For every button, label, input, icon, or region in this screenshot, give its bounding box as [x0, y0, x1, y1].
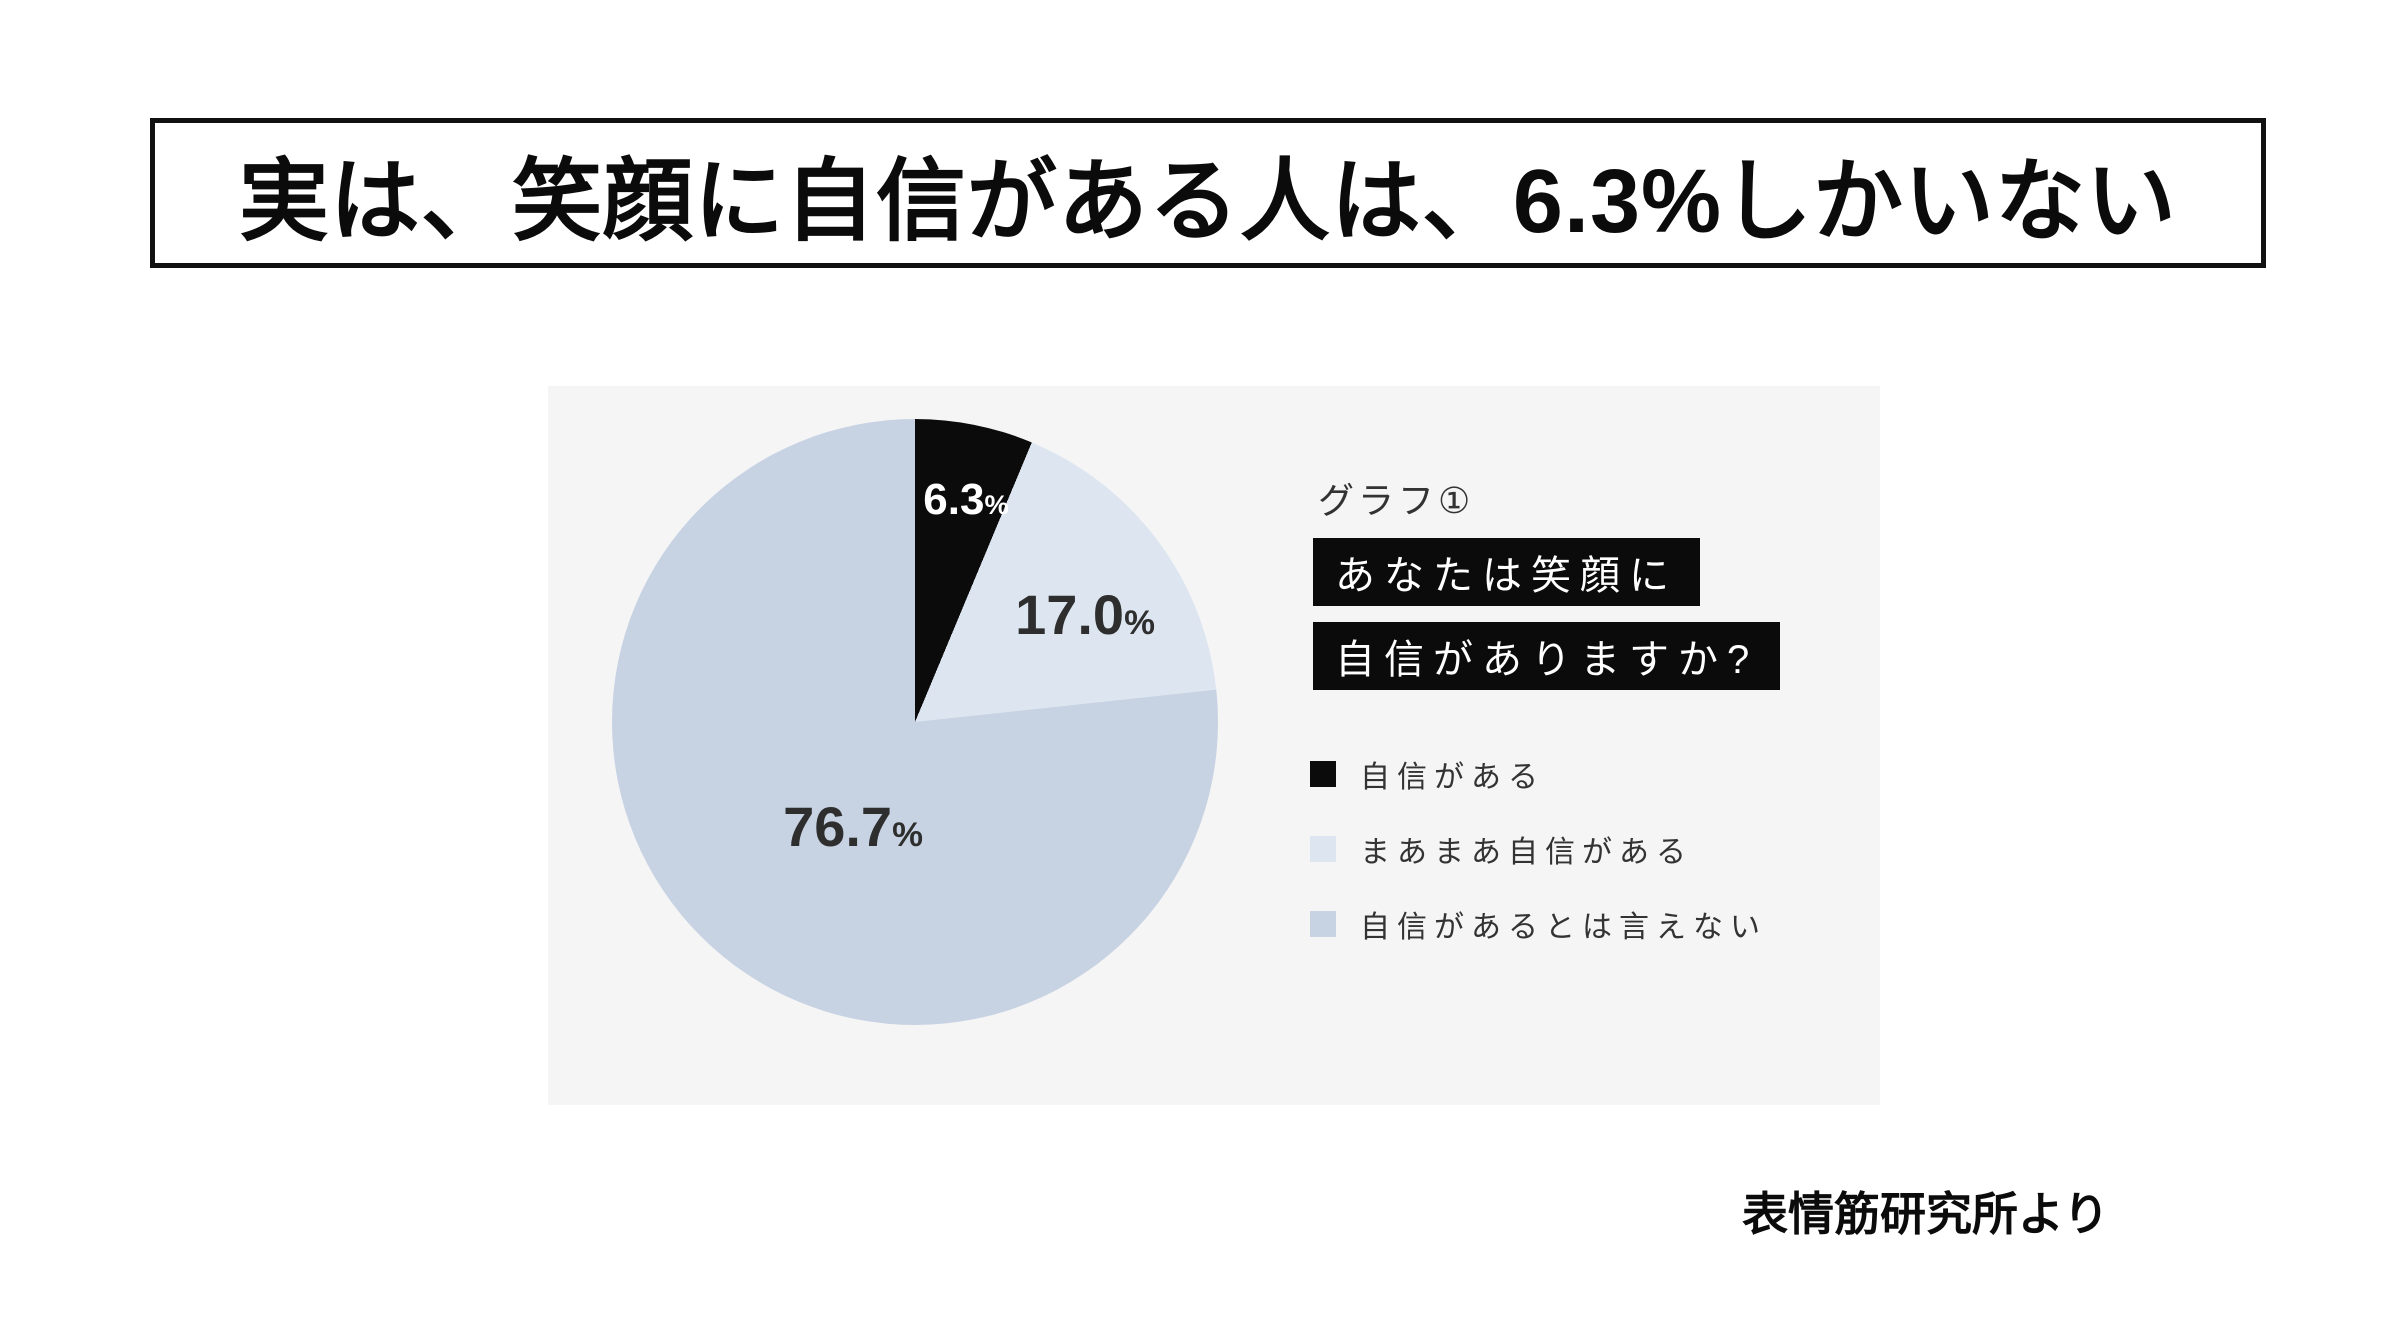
legend-label: 自信がある: [1360, 761, 1545, 794]
pie-value: 76.7: [783, 795, 893, 858]
pie-label-confident: 6.3%: [923, 478, 1008, 522]
legend-swatch-confident: [1310, 761, 1336, 787]
pie-unit: %: [984, 489, 1009, 520]
question-box-line1: あなたは笑顔に: [1313, 538, 1700, 606]
pie-label-somewhat-confident: 17.0%: [1015, 587, 1155, 643]
pie-graphic: [612, 419, 1218, 1025]
title-box: 実は、笑顔に自信がある人は、6.3%しかいない: [150, 118, 2266, 268]
source-credit: 表情筋研究所より: [1742, 1188, 2110, 1240]
legend-swatch-somewhat-confident: [1310, 836, 1336, 862]
legend-item-somewhat-confident: まあまあ自信がある: [1310, 827, 1767, 871]
graph-number-label: グラフ①: [1318, 480, 1475, 521]
pie-label-not-confident: 76.7%: [783, 799, 923, 855]
legend-swatch-not-confident: [1310, 911, 1336, 937]
pie-chart: 6.3% 17.0% 76.7%: [612, 419, 1218, 1025]
legend-item-not-confident: 自信があるとは言えない: [1310, 902, 1767, 946]
legend-label: 自信があるとは言えない: [1360, 911, 1767, 944]
legend: 自信がある まあまあ自信がある 自信があるとは言えない: [1310, 752, 1767, 946]
pie-value: 17.0: [1015, 583, 1125, 646]
pie-unit: %: [892, 816, 923, 854]
chart-panel: 6.3% 17.0% 76.7% グラフ① あなたは笑顔に 自信がありますか? …: [548, 386, 1880, 1105]
legend-item-confident: 自信がある: [1310, 752, 1767, 796]
legend-label: まあまあ自信がある: [1360, 836, 1693, 869]
question-box-line2: 自信がありますか?: [1313, 622, 1781, 690]
pie-value: 6.3: [923, 475, 985, 524]
pie-unit: %: [1124, 604, 1155, 642]
slide-title: 実は、笑顔に自信がある人は、6.3%しかいない: [238, 152, 2178, 252]
